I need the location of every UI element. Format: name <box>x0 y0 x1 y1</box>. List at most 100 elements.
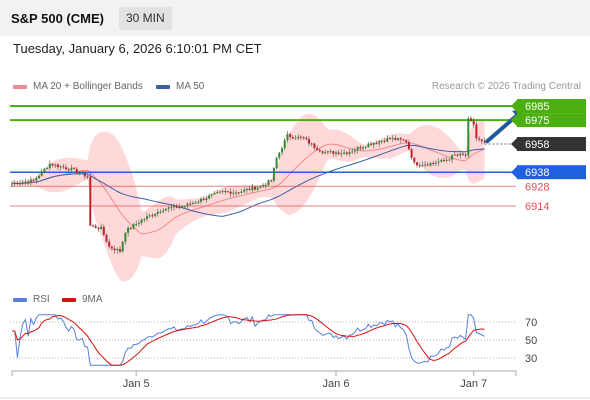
candle-body <box>326 151 329 153</box>
candle-body <box>302 137 305 139</box>
ma50-legend-label: MA 50 <box>176 81 205 92</box>
candle-body <box>259 185 262 188</box>
candle-body <box>329 151 332 153</box>
candle-body <box>432 162 435 164</box>
rsi-line <box>12 314 485 366</box>
candle-body <box>256 187 259 190</box>
candle-body <box>148 215 151 217</box>
candle-body <box>78 173 81 175</box>
price-label-pointer-6985 <box>511 99 518 113</box>
candle-body <box>470 118 472 121</box>
timeframe-button[interactable]: 30 MIN <box>119 7 172 30</box>
candle-body <box>410 149 413 158</box>
candle-body <box>100 226 103 230</box>
candle-body <box>318 149 321 152</box>
candle-body <box>56 164 59 168</box>
candle-body <box>294 138 297 140</box>
candle-body <box>151 215 154 217</box>
candle-body <box>205 198 208 200</box>
candle-body <box>310 143 313 145</box>
candle-body <box>213 193 216 195</box>
candle-body <box>191 203 194 205</box>
rsi-legend-label: RSI <box>33 294 50 305</box>
candle-body <box>270 180 273 182</box>
rsi-tick-50: 50 <box>525 335 537 347</box>
candle-body <box>348 151 351 155</box>
candle-body <box>62 166 65 168</box>
candle-body <box>108 241 111 247</box>
candle-body <box>116 249 119 251</box>
candle-body <box>443 159 445 161</box>
price-label-6914: 6914 <box>525 201 549 213</box>
price-label-box-6938 <box>517 165 586 180</box>
candle-body <box>456 154 459 156</box>
candle-body <box>175 205 178 208</box>
x-tick-label: Jan 7 <box>460 378 487 390</box>
candle-body <box>46 168 49 170</box>
candle-body <box>48 163 51 169</box>
candle-body <box>386 138 389 142</box>
candle-body <box>291 136 294 139</box>
candle-body <box>251 186 254 190</box>
candle-body <box>367 143 370 147</box>
candle-body <box>299 136 302 138</box>
candle-body <box>224 191 227 193</box>
chart-header: S&P 500 (CME) 30 MIN <box>0 0 590 36</box>
price-label-pointer-6938 <box>511 165 518 180</box>
candle-body <box>67 169 70 171</box>
candle-body <box>83 172 86 177</box>
candle-body <box>278 152 281 158</box>
ma20-line <box>11 142 485 235</box>
candle-body <box>89 176 92 226</box>
rsi-legend-rsi: RSI <box>13 294 50 305</box>
rsi-tick-70: 70 <box>525 317 537 329</box>
candle-body <box>264 184 267 186</box>
candle-body <box>434 162 437 164</box>
candle-body <box>378 141 381 144</box>
candle-body <box>424 164 427 166</box>
candle-body <box>13 182 16 184</box>
candle-body <box>467 118 470 156</box>
candle-body <box>156 211 159 215</box>
rsi-tick-30: 30 <box>525 353 537 365</box>
candle-body <box>183 206 186 208</box>
candle-body <box>289 134 292 137</box>
price-legend-ma20: MA 20 + Bollinger Bands <box>13 81 143 92</box>
candle-body <box>178 206 181 208</box>
candle-body <box>140 219 143 223</box>
candle-body <box>380 140 383 142</box>
candle-body <box>16 182 19 185</box>
candle-body <box>459 153 462 156</box>
symbol-title: S&P 500 (CME) <box>11 11 104 26</box>
candle-body <box>483 141 486 143</box>
candle-body <box>305 137 308 140</box>
candle-body <box>75 168 78 174</box>
candle-body <box>70 167 73 171</box>
candle-body <box>453 154 456 156</box>
candle-body <box>475 124 478 139</box>
candle-body <box>181 206 184 208</box>
candle-body <box>254 186 256 190</box>
candle-body <box>208 195 211 199</box>
candle-body <box>464 154 467 156</box>
x-tick-label: Jan 5 <box>123 378 150 390</box>
candle-body <box>194 202 197 204</box>
candle-body <box>124 232 127 242</box>
candle-body <box>240 191 243 193</box>
candle-body <box>167 207 170 209</box>
candle-body <box>143 219 146 221</box>
candle-body <box>97 227 100 230</box>
candle-body <box>451 155 454 160</box>
price-label-box-6975 <box>517 113 586 128</box>
candle-body <box>229 191 232 194</box>
candle-body <box>245 188 248 190</box>
candle-body <box>267 180 270 185</box>
ma20-swatch <box>13 84 27 89</box>
candle-body <box>437 161 440 163</box>
rsi-ma-swatch <box>62 297 76 302</box>
candle-body <box>102 226 105 235</box>
candle-body <box>359 147 362 149</box>
candle-body <box>43 168 46 172</box>
candle-body <box>81 172 84 174</box>
